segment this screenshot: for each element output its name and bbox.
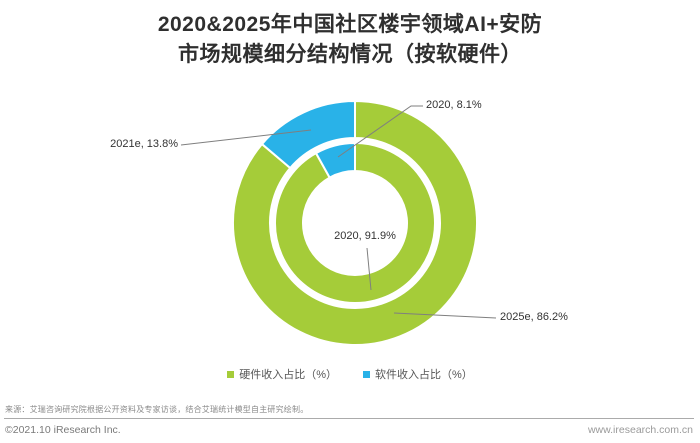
donut-slice-2025e-0 <box>232 100 478 346</box>
legend-label-hardware: 硬件收入占比（%） <box>239 369 337 381</box>
legend-item-software: 软件收入占比（%） <box>363 366 473 382</box>
legend-item-hardware: 硬件收入占比（%） <box>227 366 337 382</box>
copyright-text: ©2021.10 iResearch Inc. <box>5 424 121 436</box>
legend: 硬件收入占比（%） 软件收入占比（%） <box>0 366 700 382</box>
source-note: 来源：艾瑞咨询研究院根据公开资料及专家访谈，结合艾瑞统计模型自主研究绘制。 <box>5 405 309 414</box>
chart-title: 2020&2025年中国社区楼宇领域AI+安防 市场规模细分结构情况（按软硬件） <box>0 10 700 70</box>
legend-swatch-hardware <box>227 370 235 378</box>
data-label-2025e-hardware: 2025e, 86.2% <box>500 311 568 323</box>
legend-label-software: 软件收入占比（%） <box>375 369 473 381</box>
chart-title-line1: 2020&2025年中国社区楼宇领域AI+安防 <box>157 13 543 36</box>
leader-line-outer-hardware <box>393 312 497 319</box>
chart-title-line2: 市场规模细分结构情况（按软硬件） <box>178 43 522 66</box>
donut-slice-2025e-1 <box>260 100 356 169</box>
legend-swatch-software <box>363 370 370 378</box>
donut-slice-2020-0 <box>274 142 436 304</box>
leader-line-inner-software <box>337 105 423 158</box>
data-label-2020-software: 2020, 8.1% <box>426 99 482 111</box>
leader-line-inner-hardware <box>366 247 372 291</box>
leader-lines <box>180 105 497 319</box>
donut-rings <box>232 100 478 346</box>
data-label-2020-hardware: 2020, 91.9% <box>334 230 396 242</box>
leader-line-outer-software <box>180 129 312 146</box>
data-label-2025e-software: 2021e, 13.8% <box>110 138 178 150</box>
website-text: www.iresearch.com.cn <box>587 424 693 436</box>
footer-divider <box>4 418 694 419</box>
